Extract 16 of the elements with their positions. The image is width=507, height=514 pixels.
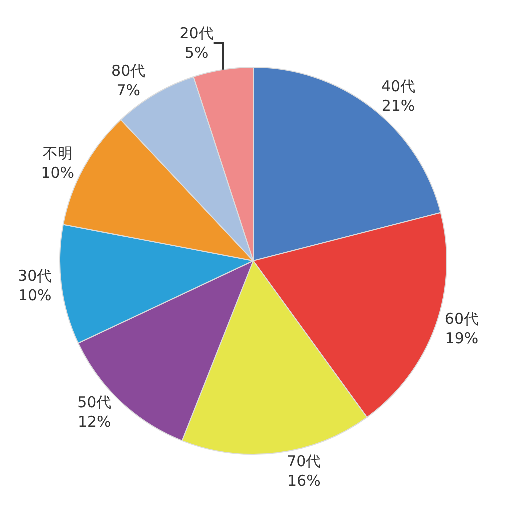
slice-label: 30代 bbox=[18, 266, 52, 285]
data-label: 10% bbox=[41, 164, 75, 182]
data-label: 21% bbox=[382, 97, 416, 116]
data-label: 19% bbox=[445, 329, 479, 348]
slice-label: 50代 bbox=[78, 393, 112, 412]
data-label: 7% bbox=[116, 81, 140, 100]
data-label: 16% bbox=[288, 472, 321, 490]
data-label: 5% bbox=[184, 44, 209, 62]
slice-label: 不明 bbox=[42, 144, 73, 163]
slice-label: 40代 bbox=[381, 78, 416, 96]
slice-label: 20代 bbox=[180, 24, 214, 42]
data-label: 10% bbox=[18, 286, 52, 304]
slice-label: 60代 bbox=[444, 310, 480, 328]
slice-label: 70代 bbox=[287, 452, 322, 471]
data-label: 12% bbox=[78, 412, 112, 431]
slice-label: 80代 bbox=[112, 62, 146, 80]
